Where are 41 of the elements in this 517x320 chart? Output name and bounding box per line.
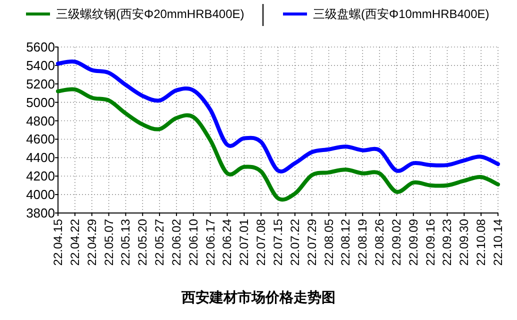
x-tick-label: 22.10.14 [491, 218, 505, 266]
x-tick-label: 22.07.15 [271, 218, 285, 266]
legend-label: 三级盘螺(西安Φ10mmHRB400E) [313, 7, 490, 21]
x-tick-label: 22.08.26 [372, 218, 387, 266]
x-tick-label: 22.08.19 [356, 218, 370, 266]
text: 西安建材市场价格走势图 [180, 289, 336, 305]
y-tick-label: 3800 [26, 206, 55, 220]
x-tick-label: 22.07.29 [304, 218, 319, 266]
y-tick-label: 4800 [26, 113, 55, 128]
x-tick-label: 22.05.07 [102, 218, 116, 266]
line-series [56, 60, 500, 174]
y-tick-label: 5000 [26, 94, 55, 110]
y-tick-label: 4600 [26, 132, 55, 147]
x-tick-label: 22.05.20 [136, 218, 150, 266]
y-tick-label: 4400 [26, 150, 55, 166]
x-tick-label: 22.04.29 [84, 218, 99, 266]
y-tick-label: 4200 [26, 168, 55, 184]
x-tick-label: 22.09.23 [440, 218, 454, 266]
x-tick-label: 22.08.12 [338, 218, 353, 266]
x-tick-label: 22.07.01 [237, 218, 252, 266]
x-tick-label: 22.07.22 [288, 218, 302, 266]
x-tick-label: 22.10.08 [474, 218, 488, 266]
x-tick-label: 22.04.22 [68, 218, 82, 266]
x-tick-label: 22.09.02 [389, 218, 404, 266]
x-tick-label: 22.07.08 [254, 218, 268, 266]
x-tick-label: 22.04.15 [51, 218, 65, 266]
x-tick-label: 22.09.16 [423, 218, 438, 266]
x-tick-label: 22.06.02 [169, 218, 184, 266]
y-tick-label: 5400 [26, 58, 55, 73]
x-tick-label: 22.06.17 [203, 218, 218, 266]
legend-label: 三级螺纹钢(西安Φ20mmHRB400E) [56, 7, 244, 21]
y-tick-label: 4000 [26, 187, 55, 202]
x-tick-label: 22.09.30 [457, 218, 472, 266]
x-tick-label: 22.08.05 [322, 218, 336, 266]
x-tick-label: 22.05.13 [118, 218, 133, 266]
x-tick-label: 22.05.27 [152, 218, 167, 266]
y-tick-label: 5600 [26, 40, 55, 54]
y-tick-label: 5200 [26, 76, 55, 92]
x-tick-label: 22.09.09 [406, 218, 420, 266]
x-tick-label: 22.06.10 [186, 218, 200, 266]
x-tick-label: 22.06.24 [220, 218, 234, 266]
